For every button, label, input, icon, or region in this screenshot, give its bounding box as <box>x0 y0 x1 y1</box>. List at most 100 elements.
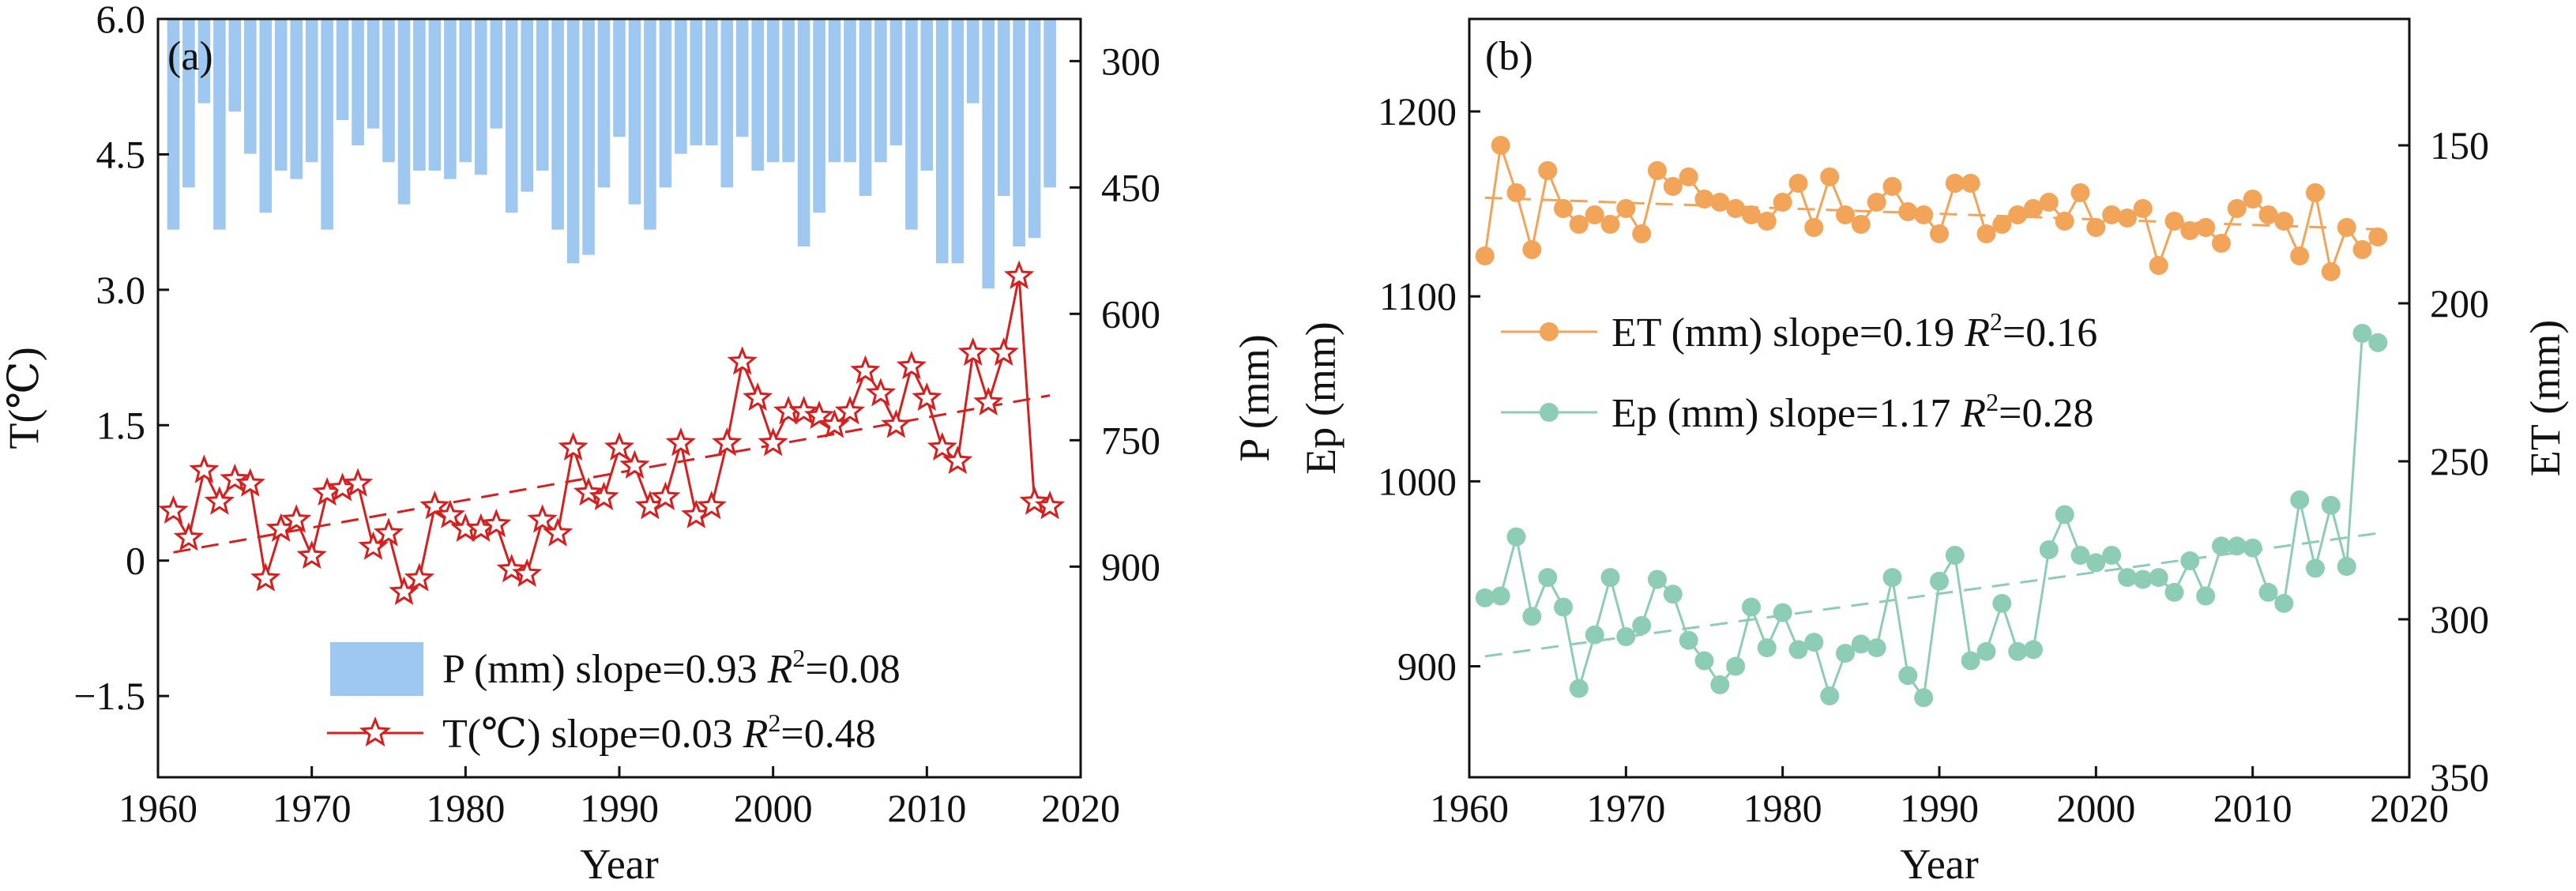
precip-bar <box>397 19 411 205</box>
ep-point <box>2055 505 2074 524</box>
ep-point <box>1930 571 1949 591</box>
left-tick-label: 6.0 <box>96 0 146 41</box>
ep-point <box>2149 568 2168 588</box>
et-point <box>1600 215 1620 234</box>
precip-bar <box>459 19 472 163</box>
right-tick-label: 200 <box>2430 281 2489 325</box>
temperature-point <box>696 491 727 520</box>
et-point <box>1898 202 1918 221</box>
et-point <box>1538 161 1558 180</box>
panel-a-left-ticks: −1.5 0 1.5 3.0 4.5 6.0 <box>73 0 169 718</box>
ep-point <box>2258 582 2278 602</box>
et-point <box>2306 183 2325 202</box>
x-tick-label: 1980 <box>1743 786 1822 830</box>
et-point <box>2008 205 2028 224</box>
et-point <box>2149 256 2168 275</box>
temperature-point <box>1034 491 1066 520</box>
et-point <box>2070 183 2090 202</box>
panel-a-x-axis-title: Year <box>580 840 659 888</box>
legend-temperature-marker <box>359 716 392 747</box>
et-point <box>1506 183 1526 202</box>
legend-temperature-label: T(℃) slope=0.03 R2=0.48 <box>442 709 876 757</box>
x-tick-label: 1960 <box>118 786 197 830</box>
x-tick-label: 2020 <box>1041 786 1120 830</box>
et-point <box>2180 221 2200 240</box>
precipitation-bars <box>167 19 1056 289</box>
et-point <box>2352 240 2372 259</box>
left-tick-label: 4.5 <box>96 132 146 176</box>
ep-point <box>1851 634 1871 654</box>
et-point <box>1663 177 1683 196</box>
precip-bar <box>582 19 595 255</box>
panel-a-right-ticks: 300 450 600 750 900 <box>1070 39 1160 588</box>
precip-bar <box>597 19 611 188</box>
et-point <box>1475 246 1495 265</box>
temperature-point <box>927 431 957 461</box>
precip-bar <box>735 19 749 137</box>
precip-bar <box>813 19 825 213</box>
et-point <box>1585 205 1604 224</box>
legend-et-label: ET (mm) slope=0.19 R2=0.16 <box>1611 307 2097 355</box>
ep-polyline <box>1484 331 2379 701</box>
ep-point <box>1600 568 1620 588</box>
legend-et-marker <box>1540 322 1559 341</box>
x-tick-label: 2020 <box>2370 786 2449 830</box>
right-tick-label: 900 <box>1101 544 1160 588</box>
precip-bar <box>705 19 718 145</box>
temperature-point <box>788 396 819 425</box>
left-tick-label: −1.5 <box>73 674 145 718</box>
ep-line <box>1475 324 2388 708</box>
et-point <box>2337 218 2356 237</box>
panel-b-x-axis-title: Year <box>1900 840 1979 888</box>
temperature-point <box>912 382 942 412</box>
precip-bar <box>997 19 1010 196</box>
precip-bar <box>828 19 841 163</box>
et-polyline <box>1484 145 2379 276</box>
temperature-point <box>481 508 512 538</box>
x-tick-label: 2010 <box>887 786 966 830</box>
precip-bar <box>259 19 273 213</box>
ep-point <box>2102 546 2122 565</box>
ep-point <box>1757 638 1777 658</box>
precip-bar <box>444 19 457 179</box>
legend-precipitation-swatch <box>330 642 423 696</box>
left-tick-label: 1000 <box>1378 459 1457 503</box>
ep-point <box>2118 568 2137 588</box>
left-tick-label: 0 <box>126 539 145 583</box>
temperature-point <box>419 491 450 520</box>
et-point <box>1882 177 1902 196</box>
x-tick-label: 2000 <box>2056 786 2135 830</box>
precip-bar <box>321 19 333 230</box>
left-tick-label: 900 <box>1397 645 1457 689</box>
precip-bar <box>367 19 380 129</box>
et-point <box>2024 199 2043 218</box>
ep-point <box>1585 625 1604 645</box>
et-point <box>1930 224 1949 243</box>
ep-point <box>2227 536 2247 556</box>
precip-bar <box>859 19 872 196</box>
ep-point <box>1914 688 1934 708</box>
left-tick-label: 3.0 <box>96 268 146 312</box>
temperature-point <box>957 336 988 367</box>
ep-point <box>2008 641 2028 661</box>
legend-precipitation-label: P (mm) slope=0.93 R2=0.08 <box>442 644 901 692</box>
temperature-point <box>235 468 265 497</box>
et-point <box>1491 136 1510 155</box>
ep-point <box>1945 546 1965 565</box>
ep-point <box>1506 527 1526 547</box>
precip-bar <box>690 19 703 145</box>
precip-bar <box>889 19 903 145</box>
temperature-point <box>573 476 604 506</box>
et-point <box>1836 205 1855 224</box>
precip-bar <box>751 19 764 171</box>
x-tick-label: 1970 <box>273 786 352 830</box>
temperature-point <box>758 427 788 457</box>
temperature-point <box>527 504 558 533</box>
ep-point <box>1616 627 1636 646</box>
precip-bar <box>167 19 180 230</box>
et-point <box>2086 218 2106 237</box>
precip-bar <box>352 19 364 145</box>
temperature-point <box>803 400 835 430</box>
et-point <box>1961 174 1980 193</box>
